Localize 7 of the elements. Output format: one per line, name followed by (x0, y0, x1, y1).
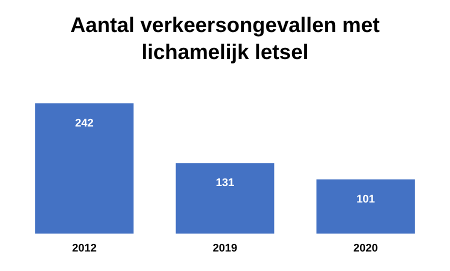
data-label: 131 (216, 177, 234, 190)
x-tick-label: 2020 (353, 242, 378, 254)
data-label: 242 (75, 117, 94, 130)
data-label: 101 (356, 193, 375, 206)
x-tick-label: 2012 (72, 242, 97, 254)
chart-title: Aantal verkeersongevallen met lichamelijk letsel (69, 13, 381, 66)
x-tick-label: 2019 (212, 242, 238, 254)
